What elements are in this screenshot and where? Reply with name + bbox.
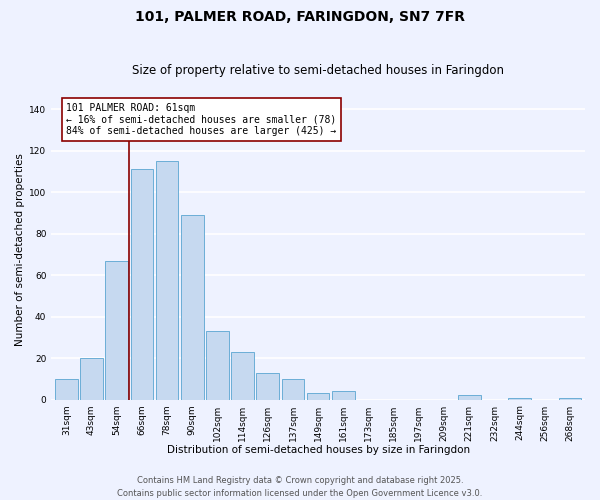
Bar [458,396,481,400]
Bar [156,161,178,400]
Bar [307,394,329,400]
Bar [332,392,355,400]
Bar [206,331,229,400]
Bar [181,215,203,400]
Text: 101, PALMER ROAD, FARINGDON, SN7 7FR: 101, PALMER ROAD, FARINGDON, SN7 7FR [135,10,465,24]
X-axis label: Distribution of semi-detached houses by size in Faringdon: Distribution of semi-detached houses by … [167,445,470,455]
Bar [559,398,581,400]
Bar [256,372,279,400]
Text: Contains HM Land Registry data © Crown copyright and database right 2025.
Contai: Contains HM Land Registry data © Crown c… [118,476,482,498]
Y-axis label: Number of semi-detached properties: Number of semi-detached properties [15,153,25,346]
Bar [106,260,128,400]
Bar [131,170,153,400]
Bar [281,379,304,400]
Bar [231,352,254,400]
Bar [80,358,103,400]
Title: Size of property relative to semi-detached houses in Faringdon: Size of property relative to semi-detach… [132,64,504,77]
Text: 101 PALMER ROAD: 61sqm
← 16% of semi-detached houses are smaller (78)
84% of sem: 101 PALMER ROAD: 61sqm ← 16% of semi-det… [67,103,337,136]
Bar [508,398,531,400]
Bar [55,379,78,400]
